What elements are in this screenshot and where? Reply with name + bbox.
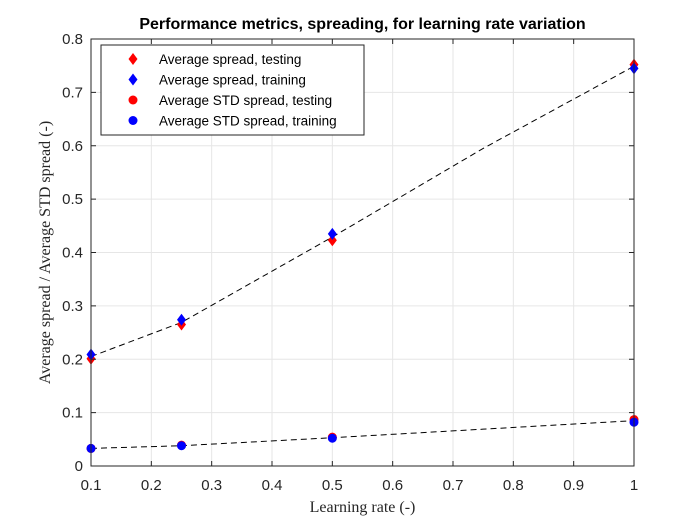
chart-title: Performance metrics, spreading, for lear… (139, 16, 585, 33)
fit-line (90, 420, 635, 449)
legend-box (100, 44, 365, 136)
y-tick-label: 0.2 (62, 351, 83, 368)
data-point-circle (327, 433, 337, 443)
ticks: 0.1 0.2 0.3 0.4 0.5 0.6 0.7 0.8 0.9 1 0 0.1 0.2 0.3 0.… (62, 31, 638, 494)
legend-marker-circle (128, 95, 138, 105)
x-tick-label: 0.2 (141, 477, 162, 494)
data-point-diamond (327, 234, 337, 247)
legend-marker-circle (128, 116, 138, 125)
y-tick-label: 0 (75, 458, 83, 475)
x-tick-label: 0.6 (382, 477, 403, 494)
legend-label: Average spread, training (159, 73, 306, 88)
legend-marker-diamond (128, 53, 138, 65)
x-tick-label: 1 (630, 477, 638, 494)
y-tick-label: 0.1 (62, 405, 83, 422)
x-tick-label: 0.7 (443, 477, 464, 494)
legend-label: Average STD spread, training (159, 114, 337, 129)
legend: Average spread, testing Average spread, t… (100, 44, 365, 136)
y-tick-label: 0.5 (62, 191, 83, 208)
legend-label: Average STD spread, testing (159, 93, 332, 108)
x-tick-label: 0.8 (503, 477, 524, 494)
legend-marker-diamond (128, 73, 138, 86)
y-tick-label: 0.6 (62, 138, 83, 155)
y-tick-label: 0.3 (62, 298, 83, 315)
x-tick-label: 0.1 (81, 477, 102, 494)
x-axis-label: Learning rate (-) (310, 499, 416, 516)
data-point-diamond (327, 227, 337, 240)
y-axis-label: Average spread / Average STD spread (-) (37, 121, 54, 384)
y-tick-label: 0.4 (62, 245, 83, 262)
legend-label: Average spread, testing (159, 52, 301, 67)
x-tick-label: 0.3 (201, 477, 222, 494)
y-tick-label: 0.7 (62, 84, 83, 101)
data-point-circle (177, 441, 186, 451)
data-point-diamond (177, 313, 186, 326)
x-tick-label: 0.5 (322, 477, 343, 494)
x-tick-label: 0.9 (563, 477, 584, 494)
x-tick-label: 0.4 (262, 477, 283, 494)
y-tick-label: 0.8 (62, 31, 83, 48)
